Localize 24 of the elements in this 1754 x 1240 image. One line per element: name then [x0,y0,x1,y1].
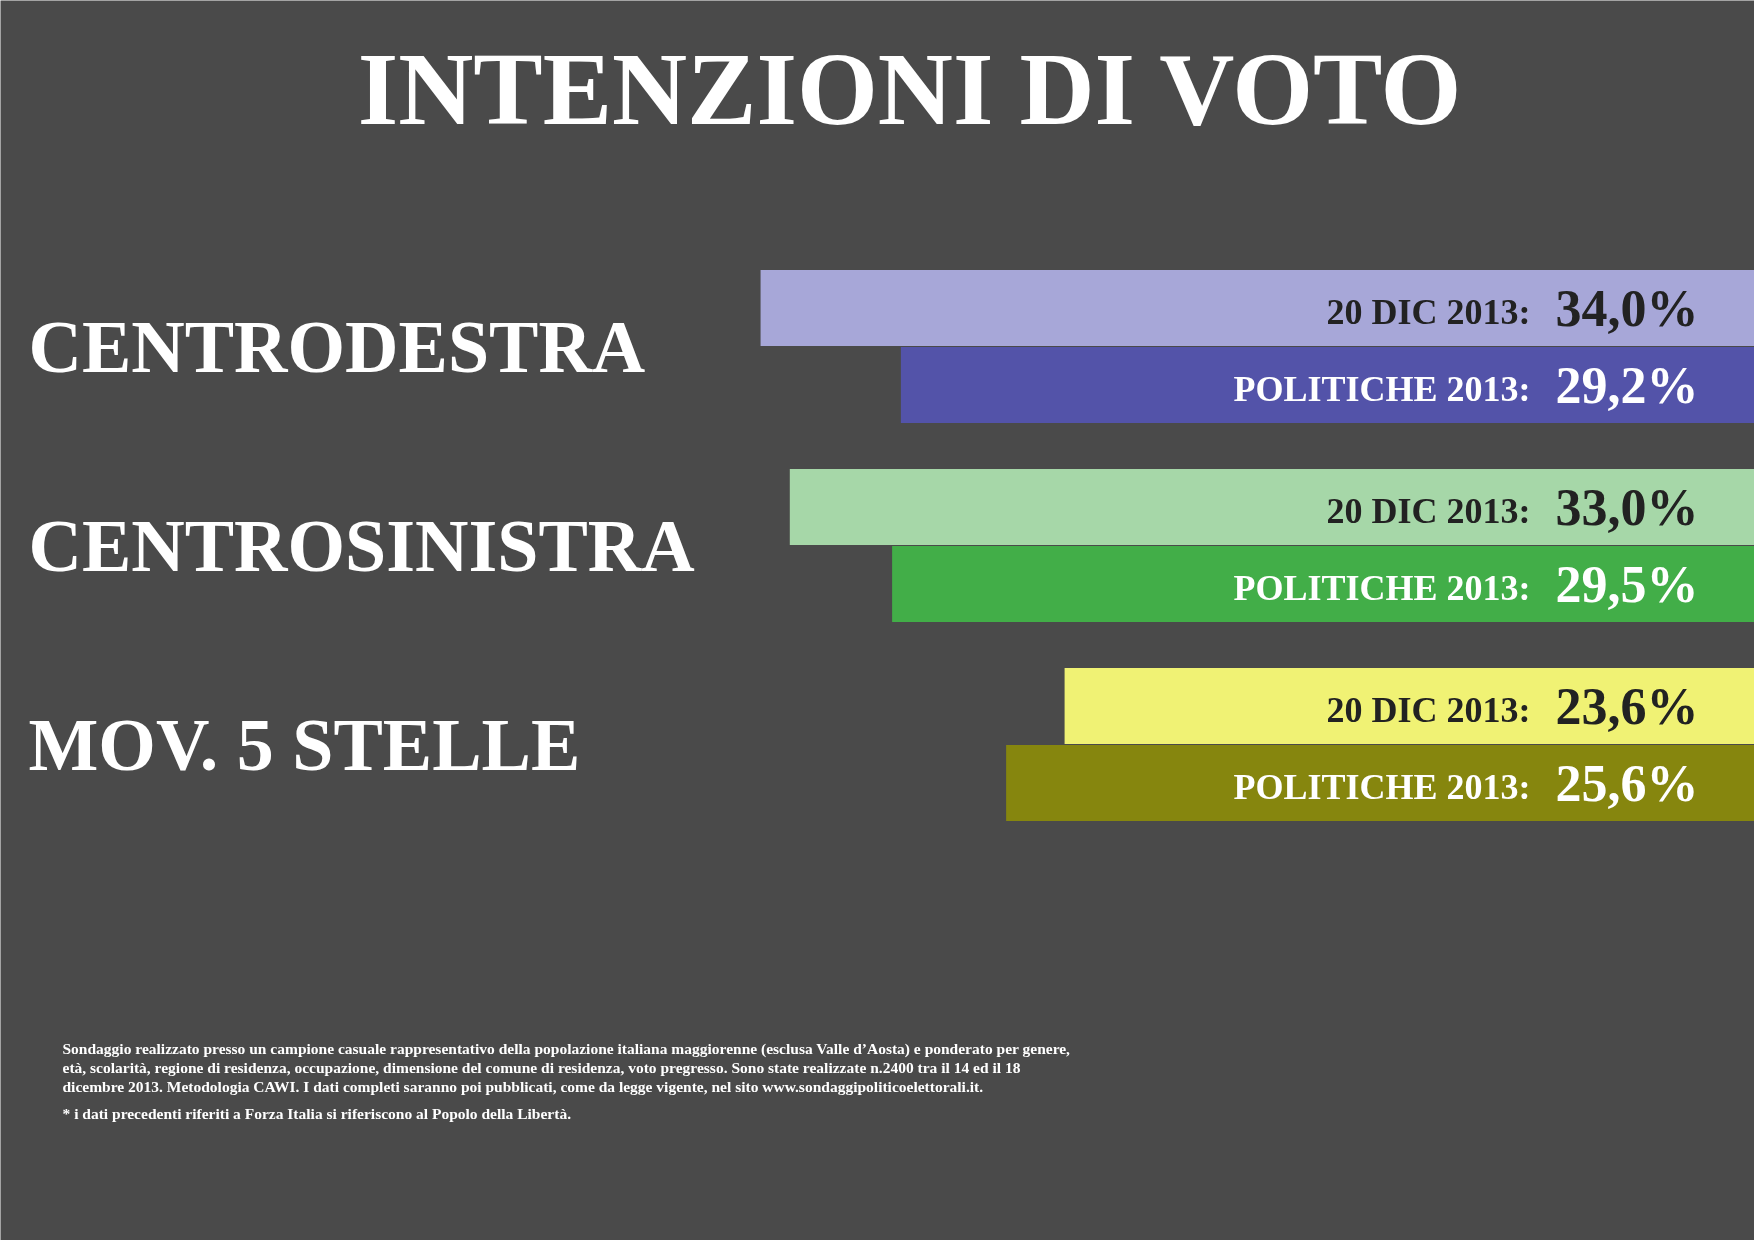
text: POLITICHE 2013: [1233,568,1531,608]
text: 20 DIC 2013: [1326,690,1531,730]
y-tick-label: CENTROSINISTRA [28,504,695,587]
data-label: 34,0% [1555,279,1699,337]
bar [760,270,1754,346]
series-label: 20 DIC 2013: [1326,292,1531,332]
y-tick-label: CENTRODESTRA [28,305,646,388]
text: 20 DIC 2013: [1326,491,1531,531]
y-tick-label: MOV. 5 STELLE [28,703,581,786]
series-label: POLITICHE 2013: [1233,369,1531,409]
bar [789,469,1754,545]
data-label: 29,2% [1555,356,1699,414]
text: * i dati precedenti riferiti a Forza Italia si riferiscono al Popolo della Libertà. [62,1105,572,1122]
bar [900,347,1754,423]
bar [1006,745,1754,821]
text: POLITICHE 2013: [1233,767,1531,807]
data-label: 25,6% [1555,754,1699,812]
bar [892,546,1754,622]
data-label: 23,6% [1555,677,1699,735]
data-label: 33,0% [1555,478,1699,536]
data-label: 29,5% [1555,555,1699,613]
text: Sondaggio realizzato presso un campione casuale rappresentativo della popolazione italiana maggiorenne (esclusa Valle d’Aosta) e ponderato per genere, età, scolarità, regione di residenza, occupazione, dimensione del comune di residenza, voto pregresso. Sono state realizzate n.2400 tra il 14 ed il 18 dicembre 2013. Metodologia CAWI. I dati completi saranno poi pubblicati, come da legge vigente, nel sito www.sondaggipoliticoelettorali.it. [62,1040,1071,1095]
chart-title: INTENZIONI DI VOTO [357,31,1462,146]
bar [1064,668,1754,744]
